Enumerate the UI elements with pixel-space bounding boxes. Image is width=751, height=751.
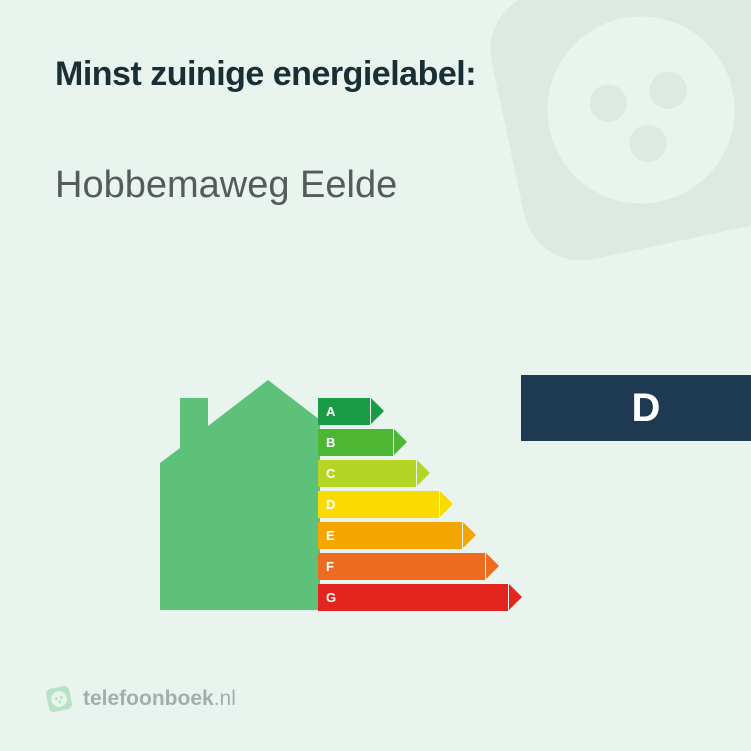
energy-bar-e: E (318, 522, 598, 549)
energy-bar-label: G (326, 590, 336, 605)
energy-rating-callout: D (521, 375, 751, 441)
energy-label-chart: A B C D E F G D (0, 370, 751, 640)
energy-bar-label: F (326, 559, 334, 574)
footer-logo-icon (45, 685, 73, 713)
energy-bar-fill: E (318, 522, 462, 549)
energy-bar-fill: B (318, 429, 393, 456)
energy-bar-label: B (326, 435, 335, 450)
house-icon (160, 380, 320, 610)
energy-bar-f: F (318, 553, 598, 580)
energy-bar-label: D (326, 497, 335, 512)
energy-bar-fill: A (318, 398, 370, 425)
energy-bar-g: G (318, 584, 598, 611)
energy-bar-label: E (326, 528, 335, 543)
footer-brand-tld: .nl (214, 687, 236, 710)
energy-bar-label: C (326, 466, 335, 481)
energy-bar-d: D (318, 491, 598, 518)
energy-bar-fill: C (318, 460, 416, 487)
energy-bar-fill: F (318, 553, 485, 580)
energy-bar-fill: G (318, 584, 508, 611)
footer-brand-name: telefoonboek (83, 687, 214, 710)
energy-rating-letter: D (632, 386, 661, 431)
address-subtitle: Hobbemaweg Eelde (55, 164, 696, 207)
page-title: Minst zuinige energielabel: (55, 55, 696, 94)
energy-bar-label: A (326, 404, 335, 419)
footer-brand: telefoonboek.nl (45, 685, 236, 713)
energy-bar-fill: D (318, 491, 439, 518)
energy-bar-c: C (318, 460, 598, 487)
